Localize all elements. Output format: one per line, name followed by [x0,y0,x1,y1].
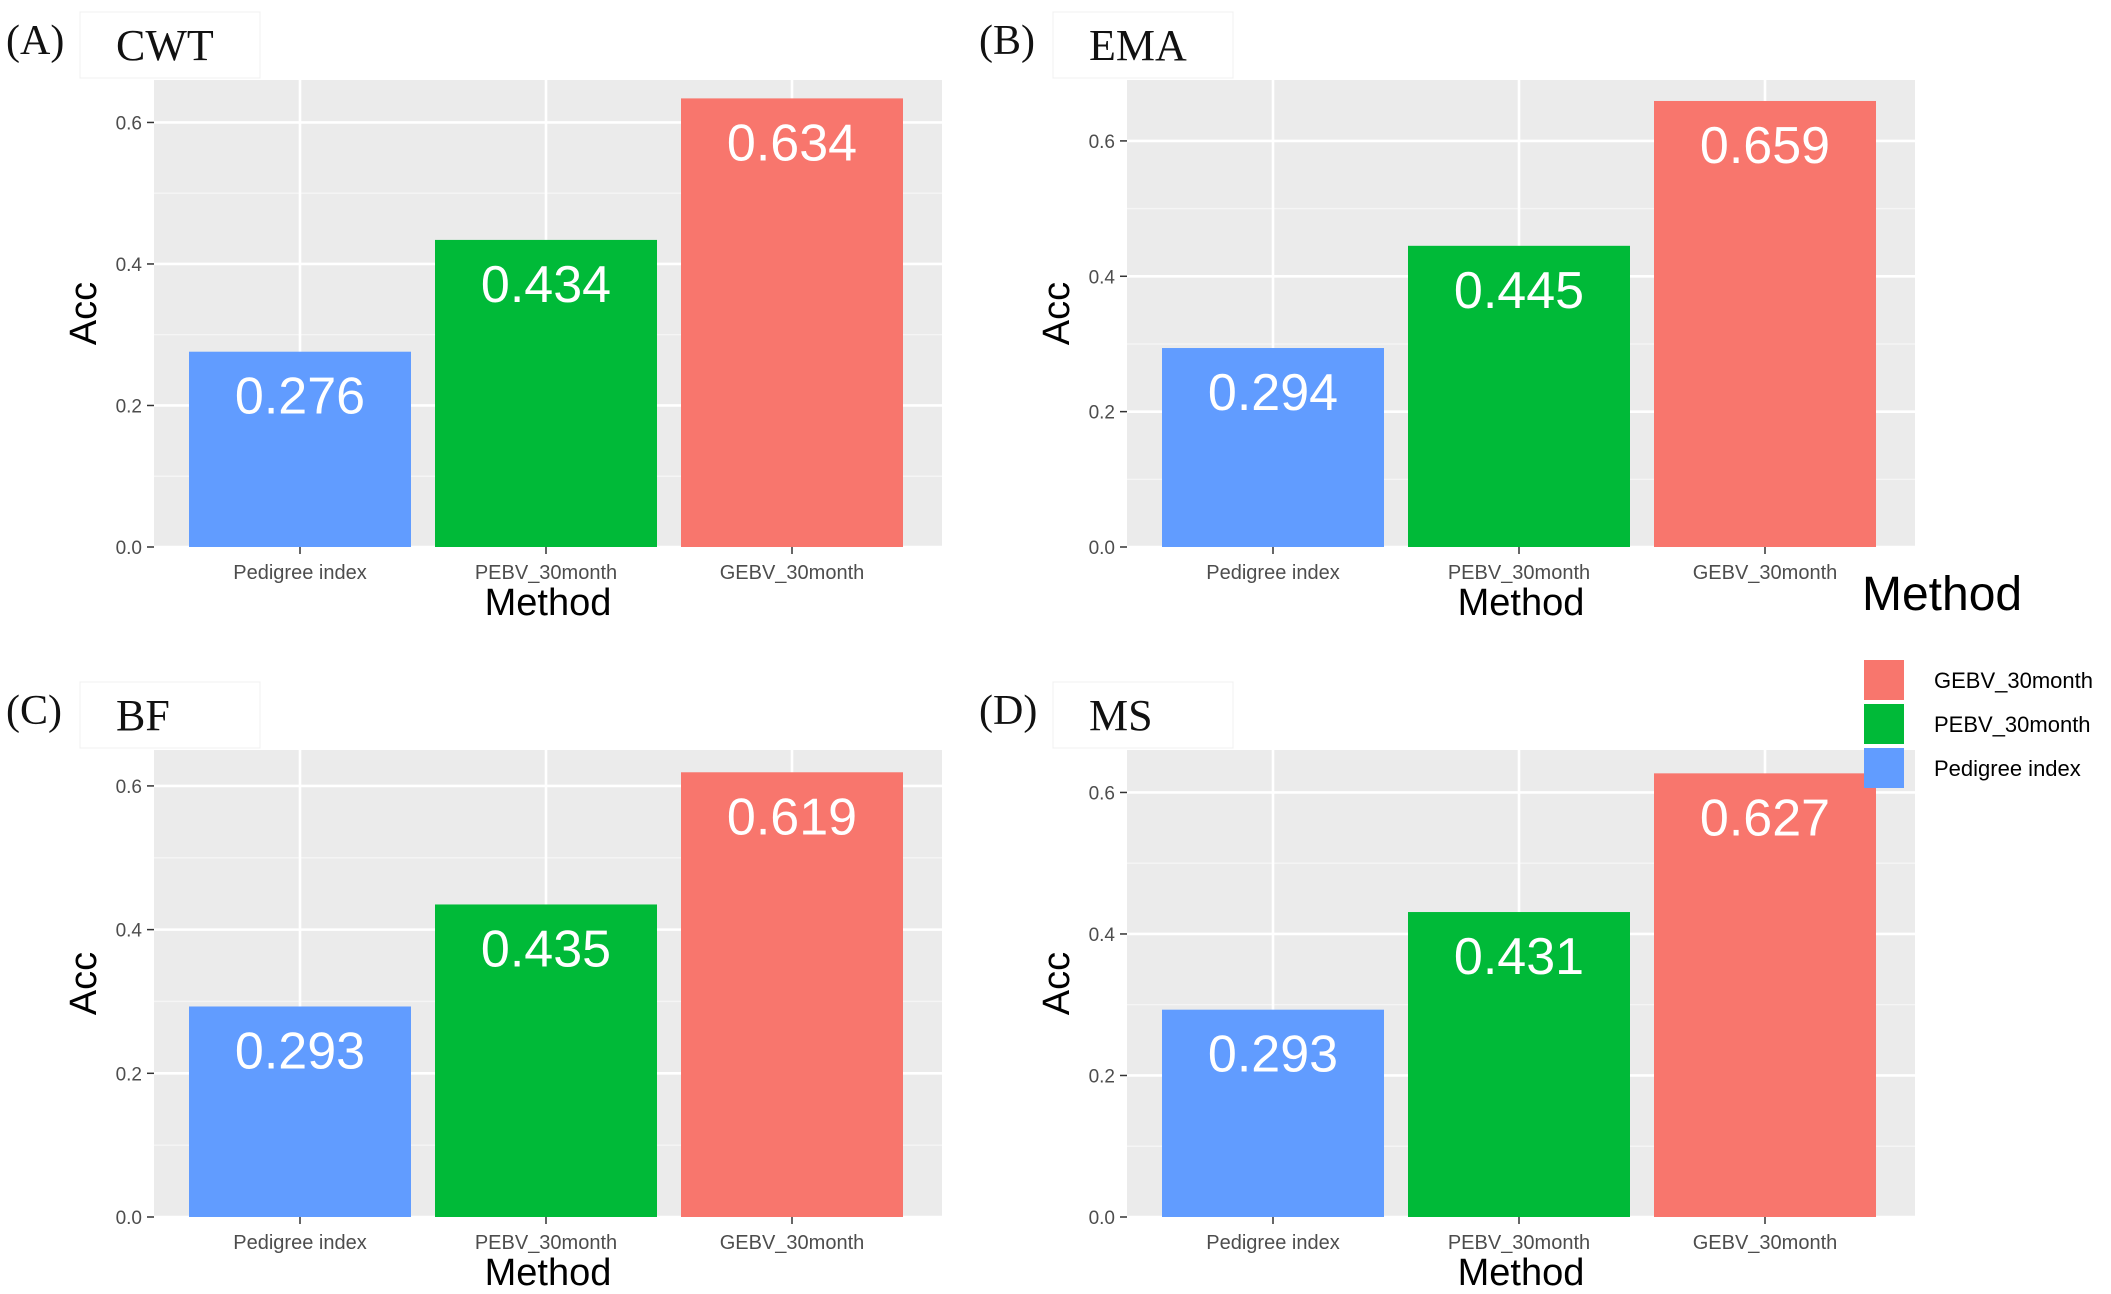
bar-value-label: 0.659 [1700,117,1830,175]
bar-value-label: 0.434 [481,256,611,314]
y-tick-label: 0.6 [1089,132,1115,153]
y-tick-label: 0.2 [116,396,142,417]
y-tick-label: 0.4 [116,255,143,276]
chart-panel-4: 0.0 0.2 0.4 0.6 0.293 0.431 0.627 Pedigree inde… [979,681,1915,1294]
x-axis-title: Method [1458,1252,1585,1294]
x-tick-label: Pedigree index [1206,1232,1339,1254]
bar-pedigree-index [189,1006,411,1217]
bar-pedigree-index [1162,1009,1384,1217]
panel-letter: (D) [979,688,1037,734]
x-tick-label: Pedigree index [233,1232,366,1254]
bar-pebv-30month [1408,245,1630,547]
y-tick-label: 0.4 [1089,267,1116,288]
y-axis-title: Acc [1036,952,1078,1015]
bar-value-label: 0.435 [481,920,611,978]
bar-pebv-30month [435,904,657,1217]
x-tick-label: PEBV_30month [1448,562,1590,584]
x-tick-label: PEBV_30month [1448,1232,1590,1254]
y-tick-label: 0.4 [116,921,143,942]
chart-panel-3: 0.0 0.2 0.4 0.6 0.293 0.435 0.619 Pedigree inde… [6,681,942,1294]
bar-pebv-30month [1408,912,1630,1217]
x-tick-label: GEBV_30month [720,1232,865,1254]
legend-label: GEBV_30month [1934,668,2093,693]
bar-value-label: 0.431 [1454,928,1584,986]
panel-title-box [1052,681,1234,749]
legend: Method GEBV_30month PEBV_30month Pedigree i… [1862,568,2093,788]
panel-letter: (C) [6,688,62,734]
y-tick-label: 0.0 [116,1208,142,1229]
panel-title-box [79,11,261,79]
x-tick-label: PEBV_30month [475,1232,617,1254]
bar-value-label: 0.445 [1454,262,1584,320]
bar-gebv-30month [681,98,903,547]
legend-title: Method [1862,568,2022,621]
panel-title: BF [116,691,170,740]
panel-title-box [79,681,261,749]
x-axis-title: Method [485,582,612,624]
y-tick-label: 0.6 [116,113,142,134]
chart-panel-2: 0.0 0.2 0.4 0.6 0.294 0.445 0.659 Pedigree inde… [979,11,1915,624]
chart-panel-1: 0.0 0.2 0.4 0.6 0.276 0.434 0.634 Pedigree inde… [6,11,942,624]
bar-value-label: 0.634 [727,114,857,172]
y-axis-title: Acc [63,282,105,345]
y-tick-label: 0.0 [1089,538,1115,559]
bar-pedigree-index [1162,348,1384,547]
x-tick-label: GEBV_30month [1693,1232,1838,1254]
bar-pedigree-index [189,351,411,547]
x-tick-label: GEBV_30month [1693,562,1838,584]
bar-value-label: 0.627 [1700,789,1830,847]
x-axis-title: Method [485,1252,612,1294]
legend-label: Pedigree index [1934,756,2081,781]
bar-value-label: 0.276 [235,368,365,426]
y-tick-label: 0.6 [1089,783,1115,804]
legend-swatch [1864,748,1904,788]
bar-value-label: 0.619 [727,788,857,846]
y-tick-label: 0.2 [1089,403,1115,424]
y-tick-label: 0.0 [116,538,142,559]
x-axis-title: Method [1458,582,1585,624]
y-axis-title: Acc [63,952,105,1015]
panel-title: MS [1089,691,1153,740]
bar-gebv-30month [1654,100,1876,547]
panel-letter: (A) [6,18,64,64]
x-tick-label: Pedigree index [233,562,366,584]
bar-gebv-30month [681,772,903,1217]
x-tick-label: Pedigree index [1206,562,1339,584]
bar-value-label: 0.294 [1208,364,1338,422]
panel-title: EMA [1089,21,1187,70]
bar-value-label: 0.293 [1208,1026,1338,1084]
x-tick-label: PEBV_30month [475,562,617,584]
legend-label: PEBV_30month [1934,712,2091,737]
y-tick-label: 0.2 [116,1064,142,1085]
bar-gebv-30month [1654,773,1876,1217]
bar-value-label: 0.293 [235,1022,365,1080]
y-tick-label: 0.6 [116,777,142,798]
x-tick-label: GEBV_30month [720,562,865,584]
bar-pebv-30month [435,239,657,548]
panel-title: CWT [116,21,214,70]
y-tick-label: 0.4 [1089,925,1116,946]
panel-title-box [1052,11,1234,79]
y-tick-label: 0.0 [1089,1208,1115,1229]
y-axis-title: Acc [1036,282,1078,345]
legend-swatch [1864,660,1904,700]
y-tick-label: 0.2 [1089,1066,1115,1087]
panel-letter: (B) [979,18,1035,64]
legend-swatch [1864,704,1904,744]
